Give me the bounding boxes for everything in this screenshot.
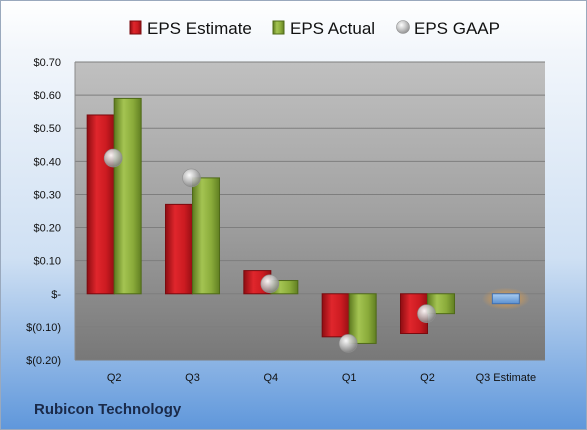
eps-gaap-marker	[417, 304, 436, 323]
y-tick-label: $0.30	[33, 189, 61, 201]
y-tick-label: $(0.10)	[26, 322, 61, 334]
eps-estimate-bar	[321, 293, 350, 338]
eps-actual-bar	[348, 293, 377, 344]
x-tick-label: Q3 Estimate	[476, 372, 537, 384]
legend-swatch	[396, 20, 410, 34]
y-tick-label: $-	[51, 289, 61, 301]
eps-gaap-marker	[103, 148, 123, 168]
legend-label: EPS Estimate	[147, 19, 252, 38]
eps-gaap-marker	[338, 334, 358, 353]
eps-estimate-bar	[86, 114, 115, 295]
y-tick-label: $(0.20)	[26, 355, 61, 367]
x-tick-label: Q2	[107, 372, 122, 384]
legend-swatch	[129, 20, 142, 35]
x-tick-label: Q2	[420, 372, 435, 384]
eps-estimate-bar	[165, 203, 193, 295]
eps-actual-bar	[192, 177, 220, 295]
y-tick-label: $0.70	[33, 57, 61, 69]
x-tick-label: Q4	[263, 372, 278, 384]
x-tick-label: Q3	[185, 372, 200, 384]
x-tick-label: Q1	[342, 372, 357, 384]
plot-area	[75, 62, 545, 360]
y-tick-label: $0.60	[33, 90, 61, 102]
y-tick-label: $0.10	[33, 256, 61, 268]
eps-estimate-bar	[491, 293, 520, 305]
legend-swatch	[272, 20, 285, 35]
y-tick-label: $0.50	[33, 123, 61, 135]
legend-label: EPS Actual	[290, 19, 375, 38]
eps-gaap-marker	[260, 274, 280, 294]
legend-label: EPS GAAP	[414, 19, 500, 38]
eps-actual-bar	[113, 97, 142, 295]
y-tick-label: $0.20	[33, 223, 61, 235]
eps-gaap-marker	[182, 168, 201, 188]
company-name: Rubicon Technology	[34, 401, 182, 418]
y-tick-label: $0.40	[33, 156, 61, 168]
